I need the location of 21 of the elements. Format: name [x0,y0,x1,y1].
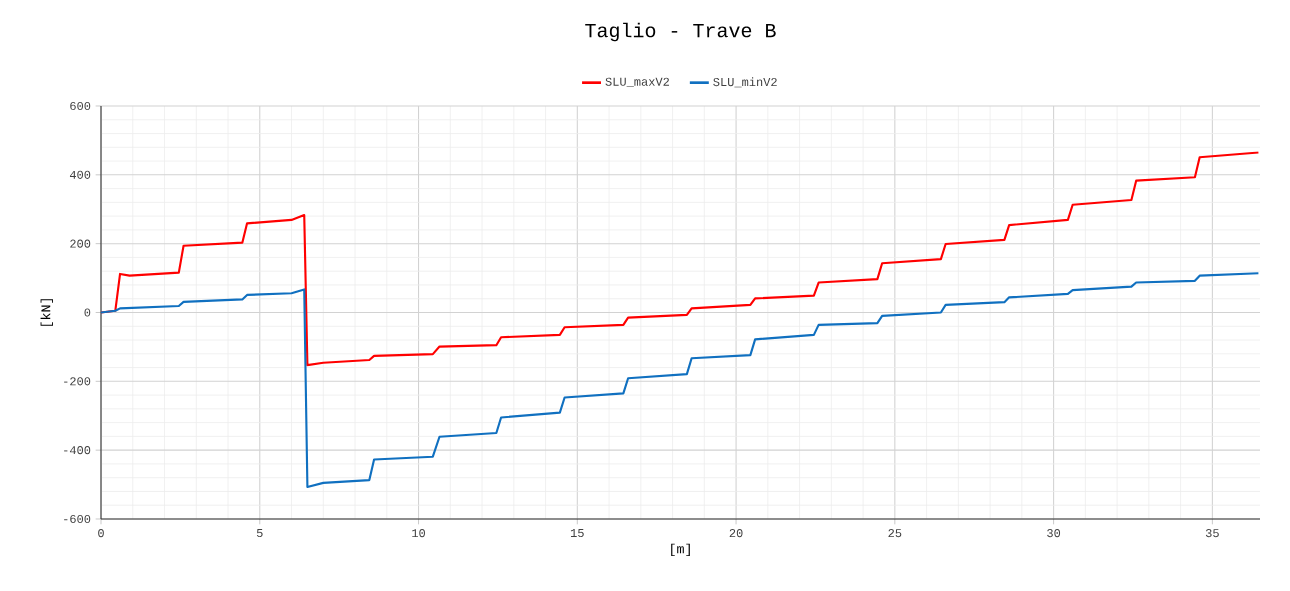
legend-label: SLU_minV2 [713,77,777,88]
y-tick-label: -200 [64,377,91,386]
x-tick-label: 5 [256,529,263,538]
x-tick-label: 35 [1205,529,1219,538]
x-tick-label: 15 [570,529,584,538]
x-axis-title: [m] [671,543,690,557]
line-series [101,272,1260,489]
y-tick-label: 600 [70,101,91,111]
x-tick-label: 20 [729,529,743,538]
x-tick-label: 30 [1047,529,1061,538]
y-tick-label: 200 [70,239,91,248]
legend-label: SLU_maxV2 [605,77,669,87]
y-axis-title: [kN] [40,299,53,326]
x-tick-label: 25 [888,529,902,538]
y-tick-label: 0 [84,308,91,317]
y-tick-label: -400 [64,446,91,455]
x-tick-label: 0 [98,529,104,538]
x-tick-label: 10 [412,529,425,538]
chart-title: Taglio - Trave B [585,22,776,42]
y-tick-label: -600 [64,514,91,524]
y-tick-label: 400 [69,170,91,179]
